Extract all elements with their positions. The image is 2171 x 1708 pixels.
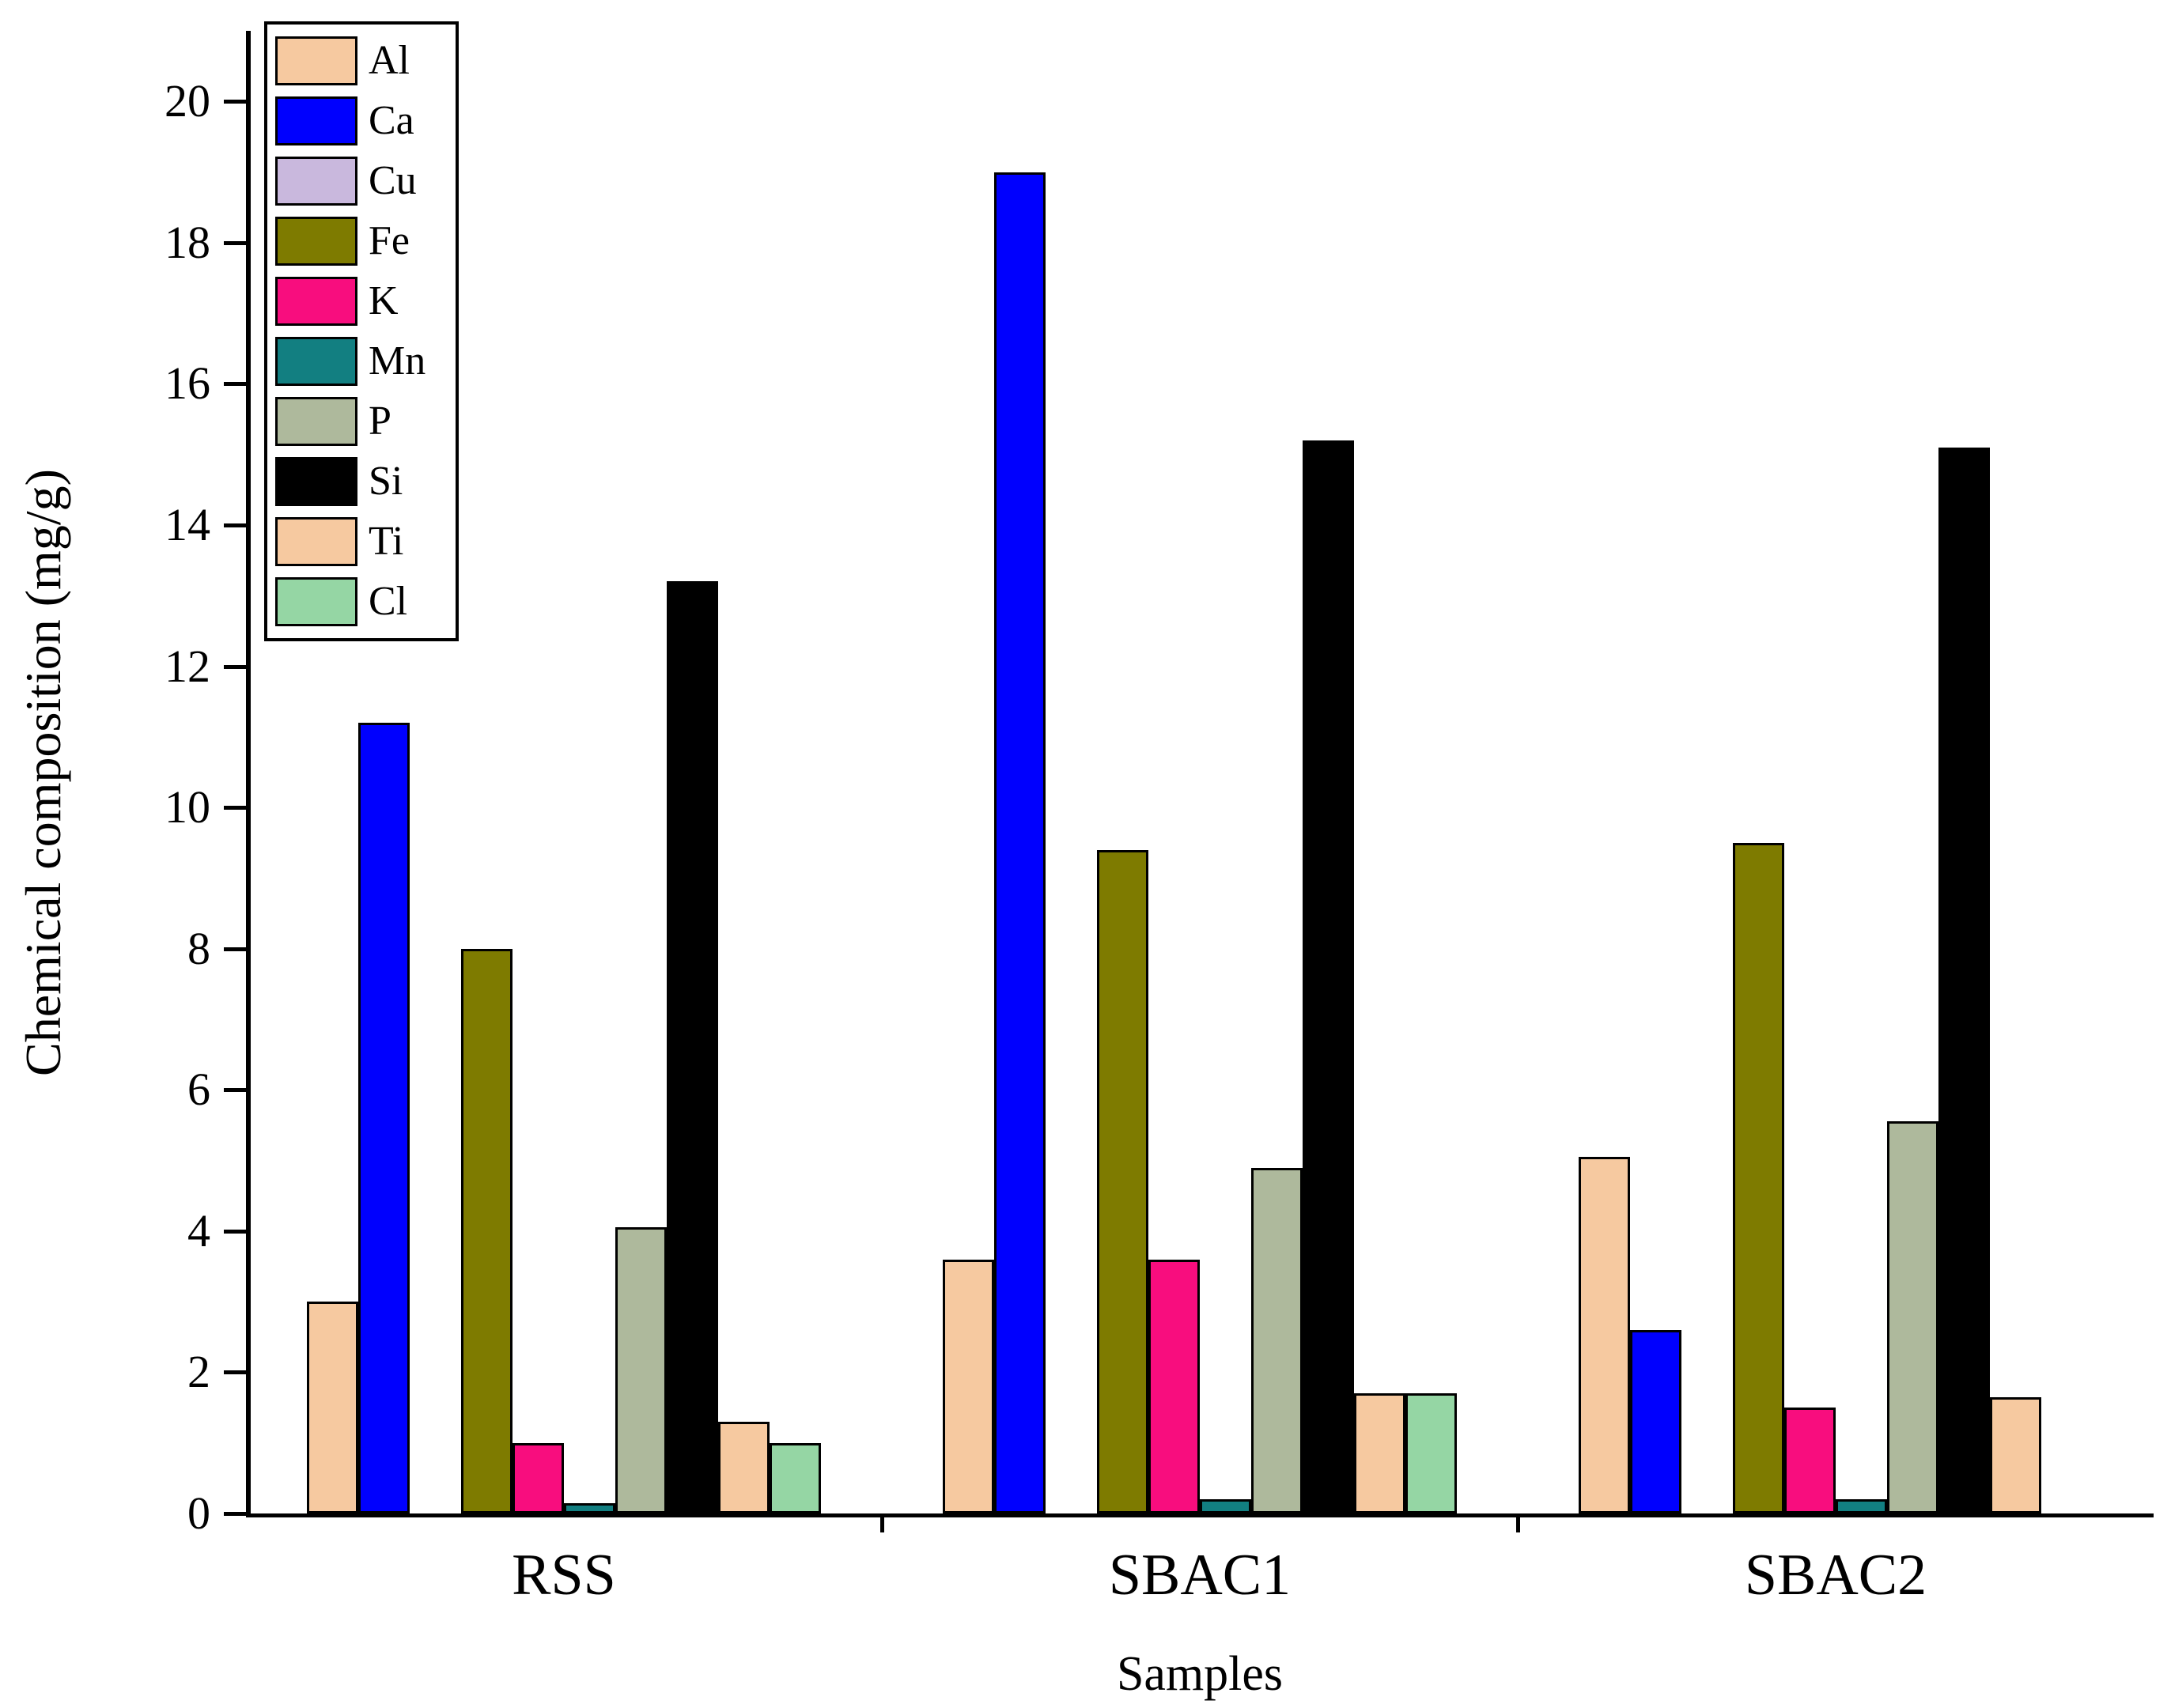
y-tick <box>224 1088 246 1093</box>
legend-item-Si: Si <box>275 452 448 512</box>
y-axis-line <box>246 31 251 1517</box>
y-tick-label: 16 <box>165 357 210 410</box>
bar-Ca-SBAC2 <box>1630 1329 1681 1513</box>
y-tick-label: 2 <box>187 1346 210 1398</box>
legend-label: Cl <box>369 579 408 624</box>
y-tick <box>224 100 246 104</box>
bar-P-SBAC1 <box>1251 1167 1303 1513</box>
category-label: SBAC1 <box>1108 1543 1292 1608</box>
legend-swatch-Ti <box>275 517 357 566</box>
x-axis-label: Samples <box>1116 1647 1284 1701</box>
y-axis-label: Chemical composition (mg/g) <box>15 468 71 1076</box>
y-tick-label: 4 <box>187 1204 210 1256</box>
y-tick-label: 10 <box>165 781 210 833</box>
bar-Ti-SBAC1 <box>1354 1393 1405 1513</box>
bar-P-RSS <box>615 1227 667 1513</box>
legend-swatch-Cu <box>275 157 357 206</box>
bar-Ti-SBAC2 <box>1990 1396 2041 1513</box>
legend-label: Si <box>369 459 403 504</box>
category-label: SBAC2 <box>1744 1543 1927 1608</box>
legend-item-Ti: Ti <box>275 512 448 572</box>
bar-Si-SBAC2 <box>1938 447 1990 1513</box>
legend-label: Fe <box>369 218 410 263</box>
bar-Mn-SBAC2 <box>1836 1499 1887 1513</box>
bar-K-SBAC2 <box>1784 1408 1836 1513</box>
y-axis-title-wrap: Chemical composition (mg/g) <box>0 31 87 1513</box>
legend-item-Ca: Ca <box>275 91 448 151</box>
legend-label: Mn <box>369 338 426 384</box>
bar-Cl-SBAC1 <box>1405 1393 1457 1513</box>
legend-label: P <box>369 399 391 444</box>
y-tick-label: 12 <box>165 640 210 692</box>
bar-Mn-RSS <box>564 1502 615 1513</box>
legend-swatch-Al <box>275 36 357 85</box>
bar-Si-RSS <box>667 581 718 1513</box>
y-tick <box>224 382 246 387</box>
bar-Cl-RSS <box>770 1442 821 1513</box>
legend-swatch-Fe <box>275 217 357 266</box>
bar-Al-SBAC2 <box>1579 1157 1630 1513</box>
y-tick <box>224 664 246 669</box>
legend-label: K <box>369 278 399 323</box>
y-tick <box>224 523 246 527</box>
legend-item-Fe: Fe <box>275 211 448 271</box>
y-tick-label: 18 <box>165 216 210 268</box>
legend-item-Cu: Cu <box>275 151 448 211</box>
bar-Fe-SBAC2 <box>1733 842 1784 1513</box>
legend-swatch-Ca <box>275 96 357 145</box>
bar-Ca-RSS <box>358 723 410 1513</box>
legend-swatch-P <box>275 397 357 446</box>
legend-label: Ti <box>369 519 404 564</box>
bar-Ti-RSS <box>718 1421 770 1513</box>
bar-Fe-SBAC1 <box>1097 849 1148 1513</box>
y-tick-label: 20 <box>165 75 210 127</box>
y-tick <box>224 1370 246 1375</box>
legend-item-Al: Al <box>275 31 448 91</box>
x-axis-line <box>246 1513 2154 1517</box>
bar-P-SBAC2 <box>1887 1121 1938 1513</box>
y-tick <box>224 947 246 951</box>
bar-Fe-RSS <box>461 948 512 1513</box>
legend-item-Mn: Mn <box>275 331 448 391</box>
bar-K-RSS <box>512 1442 564 1513</box>
legend-item-K: K <box>275 271 448 331</box>
x-tick <box>880 1513 884 1532</box>
y-tick-label: 14 <box>165 499 210 550</box>
legend-swatch-Mn <box>275 337 357 386</box>
y-tick <box>224 806 246 811</box>
legend-label: Al <box>369 38 410 83</box>
y-tick <box>224 240 246 245</box>
bar-Al-RSS <box>307 1302 358 1513</box>
category-label: RSS <box>512 1543 616 1608</box>
bar-Mn-SBAC1 <box>1200 1499 1251 1513</box>
legend-label: Ca <box>369 98 414 143</box>
legend-label: Cu <box>369 158 417 203</box>
legend-item-Cl: Cl <box>275 572 448 632</box>
bar-Si-SBAC1 <box>1303 440 1354 1513</box>
legend-swatch-Si <box>275 457 357 506</box>
y-tick-label: 0 <box>187 1487 210 1539</box>
y-tick <box>224 1229 246 1234</box>
x-tick <box>1516 1513 1520 1532</box>
y-tick-label: 6 <box>187 1064 210 1116</box>
y-tick-label: 8 <box>187 922 210 974</box>
bar-Ca-SBAC1 <box>994 172 1046 1513</box>
bar-Al-SBAC1 <box>943 1259 994 1513</box>
legend-swatch-K <box>275 277 357 326</box>
legend-swatch-Cl <box>275 577 357 626</box>
y-tick <box>224 1512 246 1516</box>
legend: Al Ca Cu Fe K Mn P Si Ti Cl <box>264 21 459 641</box>
bar-K-SBAC1 <box>1148 1259 1200 1513</box>
legend-item-P: P <box>275 391 448 452</box>
